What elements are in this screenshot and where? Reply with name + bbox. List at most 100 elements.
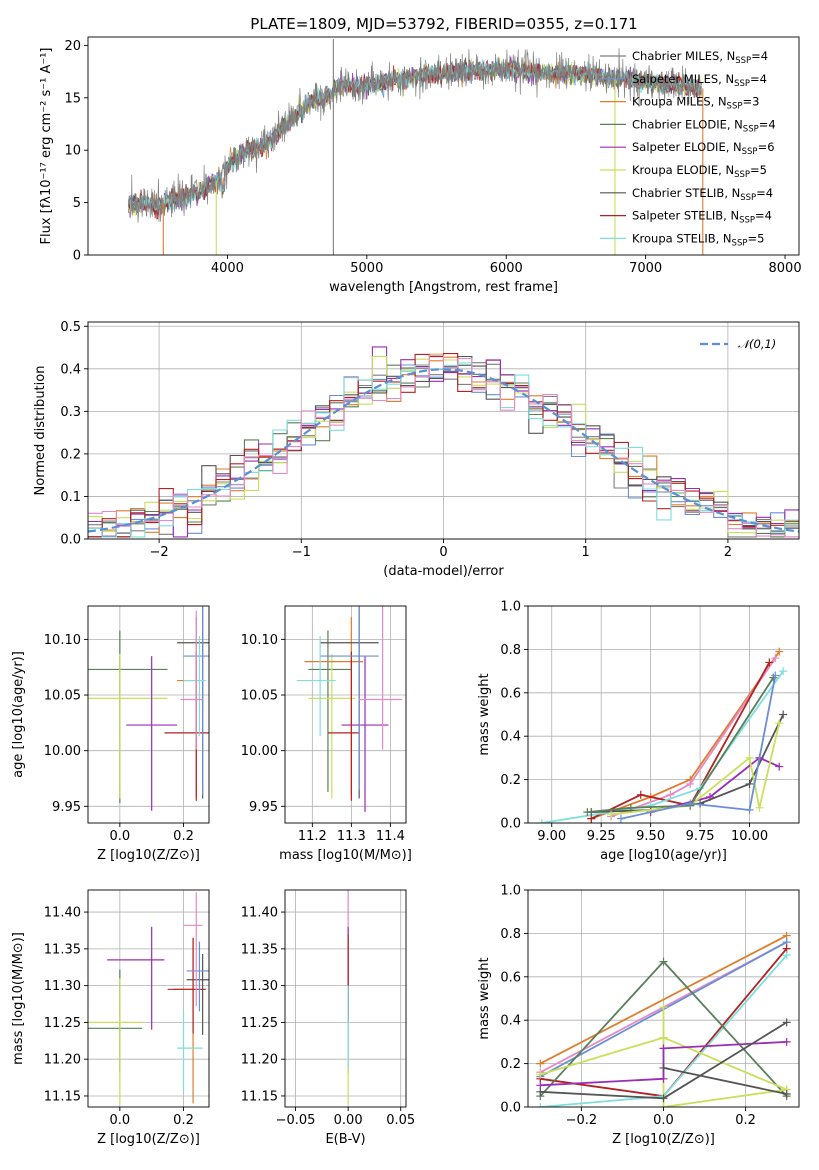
x-tick-label: 0.0 <box>109 1113 130 1128</box>
panel-residuals: −2 −1 0 1 2 0.0 0.1 0.2 0.3 0.4 0.5 (data-model)/er… <box>33 320 800 579</box>
x-tick-label: 1 <box>582 545 590 560</box>
y-tick-label: 10.05 <box>241 689 278 704</box>
x-axis-label: (data-model)/error <box>383 564 504 579</box>
plot-area-mass_vs_Z <box>88 892 209 1104</box>
mass-weight-marker <box>537 819 546 823</box>
y-tick-label: 10.10 <box>44 633 81 648</box>
mass-weight-line <box>540 1041 787 1087</box>
x-axis-label: Z [log10(Z/Z⊙)] <box>97 1132 200 1147</box>
y-tick-label: 9.95 <box>249 800 278 815</box>
mass-weight-marker <box>686 799 695 808</box>
plot-area-age_vs_mass <box>296 606 403 812</box>
y-tick-label: 0.1 <box>60 490 81 505</box>
y-tick-label: 0.4 <box>500 730 521 745</box>
axes-frame <box>284 889 407 1108</box>
x-tick-label: 4000 <box>211 261 244 276</box>
mass-weight-marker <box>616 814 625 823</box>
x-tick-label: 0.2 <box>173 1113 194 1128</box>
x-tick-label: 0.05 <box>386 1113 415 1128</box>
y-axis-label: age [log10(age/yr)] <box>11 651 26 778</box>
mass-weight-marker <box>607 810 616 819</box>
axes-frame <box>87 605 210 824</box>
mass-weight-marker <box>659 1063 668 1072</box>
axes-frame <box>527 605 800 824</box>
legend-entry: Chabrier STELIB, NSSP=4 <box>632 186 773 203</box>
x-tick-label: 11.4 <box>376 829 405 844</box>
x-tick-label: 8000 <box>769 261 802 276</box>
y-tick-label: 11.20 <box>44 1053 81 1068</box>
legend-entry: Salpeter STELIB, NSSP=4 <box>632 209 772 226</box>
x-axis-label: wavelength [Angstrom, rest frame] <box>329 280 558 295</box>
mass-weight-marker <box>745 779 754 788</box>
y-tick-label: 10.00 <box>44 744 81 759</box>
normal-distribution-curve <box>88 368 799 533</box>
legend-count: =5 <box>747 231 764 245</box>
legend-subscript: SSP <box>740 193 756 203</box>
legend-spectrum: Chabrier MILES, NSSP=4 Salpeter MILES, NS… <box>600 49 776 248</box>
mass-weight-line <box>541 670 784 823</box>
y-tick-label: 11.20 <box>241 1053 278 1068</box>
panel-age_vs_Z: 0.0 0.2 9.95 10.00 10.05 10.10 Z [log10(Z/Z⊙)]… <box>11 605 210 863</box>
mass-weight-line <box>591 714 785 813</box>
grid-age_vs_Z <box>88 606 209 823</box>
mass-weight-marker <box>779 710 788 719</box>
y-tick-label: 11.25 <box>44 1016 81 1031</box>
panel-mass_vs_ebv: −0.05 0.00 0.05 11.15 11.20 11.25 11.30 11.35 11… <box>241 889 415 1147</box>
panel-massweight_vs_Z: −0.2 0.0 0.2 0.0 0.2 0.4 0.6 0.8 1.0 Z [log10(Z/Z… <box>477 884 800 1147</box>
y-tick-label: 0.8 <box>500 643 521 658</box>
y-tick-label: 11.35 <box>241 942 278 957</box>
legend-entry: Salpeter ELODIE, NSSP=6 <box>632 140 775 157</box>
y-tick-label: 11.35 <box>44 942 81 957</box>
mass-weight-line <box>620 675 777 820</box>
panel-mass_vs_Z: 0.0 0.2 11.15 11.20 11.25 11.30 11.35 11.40 Z [l… <box>11 889 210 1147</box>
x-tick-label: 9.25 <box>587 829 616 844</box>
x-tick-label: 0.0 <box>109 829 130 844</box>
y-axis-label: mass [log10(M/M⊙)] <box>11 932 26 1065</box>
y-tick-label: 0.6 <box>500 686 521 701</box>
y-tick-label: 10.05 <box>44 689 81 704</box>
y-tick-label: 10.00 <box>241 744 278 759</box>
y-tick-label: 0.5 <box>60 320 81 335</box>
mass-weight-marker <box>765 658 774 667</box>
mass-weight-marker <box>626 803 635 812</box>
x-tick-label: 0.00 <box>334 1113 363 1128</box>
y-tick-label: 0.0 <box>60 533 81 548</box>
mass-weight-line <box>663 1067 787 1095</box>
legend-entry: Kroupa STELIB, NSSP=5 <box>632 231 764 248</box>
figure-title: PLATE=1809, MJD=53792, FIBERID=0355, z=0… <box>250 15 637 33</box>
y-axis-label: Normed distribution <box>33 366 48 496</box>
y-tick-label: 0.0 <box>500 1101 521 1116</box>
mass-weight-marker <box>659 1044 668 1053</box>
mass-weight-marker <box>636 790 645 799</box>
legend-subscript: SSP <box>734 170 750 180</box>
mass-weight-line <box>587 677 775 813</box>
y-axis-label: Flux [fλ10⁻¹⁷ erg cm⁻² s⁻¹ A⁻¹] <box>39 48 54 245</box>
y-tick-label: 0.2 <box>60 447 81 462</box>
legend-count: =4 <box>755 209 772 223</box>
y-tick-label: 1.0 <box>500 884 521 899</box>
x-tick-label: 0 <box>439 545 447 560</box>
panel-age_vs_mass: 11.2 11.3 11.4 9.95 10.00 10.05 10.10 mass [log… <box>241 605 412 863</box>
plot-area-residuals <box>88 346 799 538</box>
axes-frame <box>87 889 210 1108</box>
x-tick-label: −0.05 <box>276 1113 316 1128</box>
x-tick-label: 6000 <box>490 261 523 276</box>
legend-entry: Salpeter MILES, NSSP=4 <box>632 72 767 89</box>
x-tick-label: 9.50 <box>636 829 665 844</box>
legend-subscript: SSP <box>742 147 758 157</box>
mass-weight-marker <box>782 951 791 960</box>
grid-mass_vs_ebv <box>285 890 406 1107</box>
y-tick-label: 5 <box>73 196 81 211</box>
y-tick-label: 0 <box>73 249 81 264</box>
mass-weight-marker <box>771 654 780 663</box>
mass-weight-marker <box>686 779 695 788</box>
y-tick-label: 0.6 <box>500 970 521 985</box>
mass-weight-marker <box>745 753 754 762</box>
y-axis-label: mass weight <box>477 673 492 755</box>
plot-area-massweight_vs_age <box>537 647 788 823</box>
x-axis-label: mass [log10(M/M⊙)] <box>279 848 412 863</box>
mass-weight-marker <box>782 1018 791 1027</box>
axes-frame <box>87 321 800 540</box>
y-tick-label: 0.0 <box>500 817 521 832</box>
mass-weight-marker <box>583 808 592 817</box>
